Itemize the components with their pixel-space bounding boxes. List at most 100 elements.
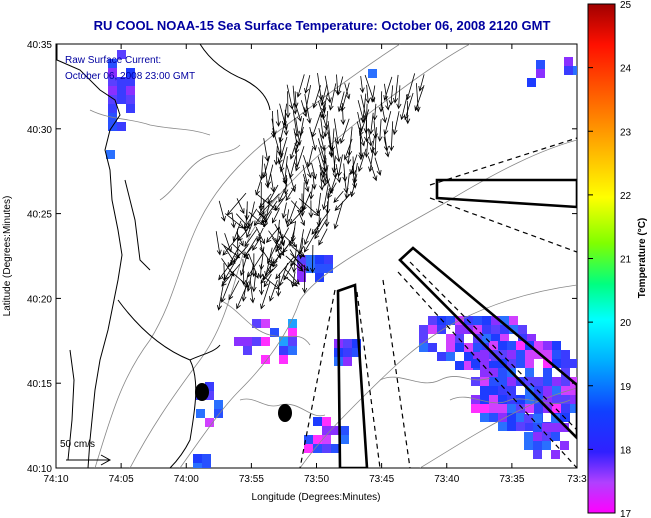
current-vector [324,75,332,104]
current-vector [221,263,241,287]
x-tick-label: 74:10 [43,474,68,485]
sst-pixel [489,368,498,377]
current-vector [312,85,321,109]
sst-pixel [561,359,570,368]
current-vector [400,94,408,121]
current-vector [367,128,373,147]
current-vector [298,198,320,217]
current-vector [222,235,239,256]
current-vector [336,154,343,177]
sst-pixel [126,86,135,95]
colorbar-label: Temperature (°C) [637,218,648,299]
sst-pixel [480,404,489,413]
current-vector [383,136,390,158]
sst-pixel [455,343,464,352]
current-vector [249,279,255,304]
current-vector [306,148,313,168]
sst-pixel [126,104,135,113]
current-vector [220,274,233,303]
current-vector [221,243,241,259]
current-vector [236,213,251,230]
station-marker [278,404,292,422]
current-vector [290,253,310,272]
current-vector [374,157,382,176]
current-vector [294,126,304,154]
sst-pixel [340,426,349,435]
sst-pixel [509,325,518,334]
current-vector [320,84,328,107]
colorbar-tick-label: 19 [620,382,632,393]
sst-pixel [491,334,500,343]
sst-pixel [533,414,542,423]
current-vector [256,193,278,211]
sst-pixel [516,350,525,359]
current-vector [318,128,326,151]
sst-pixel [543,350,552,359]
sst-pixel [331,426,340,435]
sst-pixel [489,395,498,404]
sst-pixel [525,359,534,368]
sst-pixel [524,441,533,450]
reference-vector-label: 50 cm/s [60,439,95,450]
current-vector [406,73,416,101]
y-tick-label: 40:15 [27,379,52,390]
sst-pixel [473,325,482,334]
x-axis-label: Longitude (Degrees:Minutes) [252,492,381,503]
current-vector [349,154,358,176]
current-vector [357,148,367,173]
current-vector [266,164,274,187]
current-vector [331,155,337,174]
sst-pixel [480,377,489,386]
sst-pixel [193,463,202,468]
current-vector [414,85,425,112]
sst-pixel [534,404,543,413]
current-vector [318,228,328,246]
plot-area: Raw Surface Current: October 06, 2008 23… [55,43,578,469]
sst-pixel [498,368,507,377]
sst-pixel [340,435,349,444]
sst-pixel [455,325,464,334]
current-vector [223,245,236,264]
current-vector [365,84,371,104]
sst-pixel [471,404,480,413]
current-vector [384,83,391,111]
sst-pixel [543,368,552,377]
current-vector [289,249,303,271]
sst-pixel [516,359,525,368]
y-tick-label: 40:10 [27,464,52,475]
sst-pixel [252,337,261,346]
current-vector [255,172,264,196]
sst-pixel [489,377,498,386]
chart-title: RU COOL NOAA-15 Sea Surface Temperature:… [94,18,551,33]
sst-pixel [473,352,482,361]
sst-pixel [331,444,340,453]
current-vector [298,118,305,137]
current-vector [314,219,327,240]
sst-pixel [446,334,455,343]
sst-pixel [126,95,135,104]
sst-pixel [193,454,202,463]
sst-pixel [315,273,324,282]
current-vector [302,173,310,193]
sst-pixel [108,77,117,86]
x-tick-label: 73:55 [239,474,264,485]
x-tick-label: 73:50 [304,474,329,485]
current-vector [269,279,278,302]
sst-pixel [482,316,491,325]
sst-pixel [471,395,480,404]
current-vector [333,190,344,203]
sst-pixel [446,352,455,361]
sst-pixel [464,361,473,370]
sst-pixel [507,377,516,386]
sst-pixel [419,334,428,343]
current-vector [346,146,352,165]
current-label-line1: Raw Surface Current: [65,55,161,66]
current-vector [216,281,225,311]
sst-pixel [270,328,279,337]
sst-pixel [533,450,542,459]
current-vector [334,137,341,163]
x-tick-label: 73:40 [434,474,459,485]
sst-pixel [525,395,534,404]
current-vector [271,208,280,224]
sst-pixel [552,359,561,368]
